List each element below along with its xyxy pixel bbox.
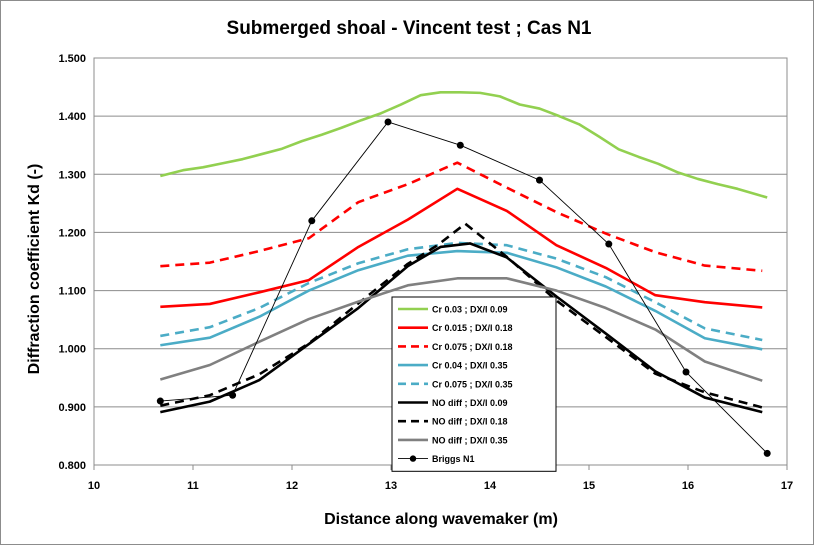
data-point [682,368,690,376]
legend-entry: Cr 0.075 ; DX/l 0.35 [432,379,513,389]
legend-entry: Briggs N1 [432,454,475,464]
legend-entry: NO diff ; DX/l 0.09 [432,398,508,408]
legend-entry: Cr 0.075 ; DX/l 0.18 [432,342,513,352]
x-axis-label: Distance along wavemaker (m) [324,511,558,528]
series-line [160,161,763,273]
x-tick-label: 17 [781,480,793,492]
y-axis-label: Diffraction coefficient Kd (-) [26,164,43,375]
y-tick-label: 0.900 [58,402,86,414]
y-tick-label: 1.000 [58,344,86,356]
legend-box [391,296,557,472]
legend-entry: NO diff ; DX/l 0.35 [432,435,508,445]
y-tick-label: 0.800 [58,460,86,472]
legend: Cr 0.03 ; DX/l 0.09 Cr 0.015 ; DX/l 0.18 C… [391,296,557,472]
series-line [159,277,763,382]
series-lines [156,91,771,457]
legend-entry: Cr 0.03 ; DX/l 0.09 [432,305,508,315]
series-line [160,187,763,309]
series-line [160,242,763,414]
legend-marker [409,455,417,462]
x-tick-label: 13 [385,480,397,492]
y-axis-ticks: 0.800 0.900 1.000 1.100 1.200 1.300 1.400 1.500 [58,53,86,472]
data-point [308,217,316,225]
x-tick-label: 10 [88,480,100,492]
y-tick-label: 1.400 [58,111,86,123]
x-tick-label: 15 [583,480,595,492]
data-point [384,118,392,126]
series-line [160,249,763,351]
y-tick-label: 1.500 [58,53,86,65]
data-point [229,391,237,399]
x-tick-label: 11 [187,480,199,492]
data-point [763,449,771,457]
y-tick-label: 1.200 [58,227,86,239]
x-axis-ticks: 10 11 12 13 14 15 16 17 [88,465,793,492]
x-tick-label: 12 [286,480,298,492]
legend-entry: Cr 0.04 ; DX/l 0.35 [432,361,508,371]
data-point [605,240,613,248]
x-tick-label: 14 [484,480,497,492]
data-point [456,141,464,149]
y-tick-label: 1.100 [58,286,86,298]
y-tick-label: 1.300 [58,169,86,181]
series-line [160,91,768,199]
x-tick-label: 16 [682,480,694,492]
legend-entry: Cr 0.015 ; DX/l 0.18 [432,323,513,333]
data-point [156,397,164,405]
chart-title: Submerged shoal - Vincent test ; Cas N1 [227,18,592,39]
series-line [160,222,763,409]
legend-entry: NO diff ; DX/l 0.18 [432,417,508,427]
data-point [536,176,543,184]
